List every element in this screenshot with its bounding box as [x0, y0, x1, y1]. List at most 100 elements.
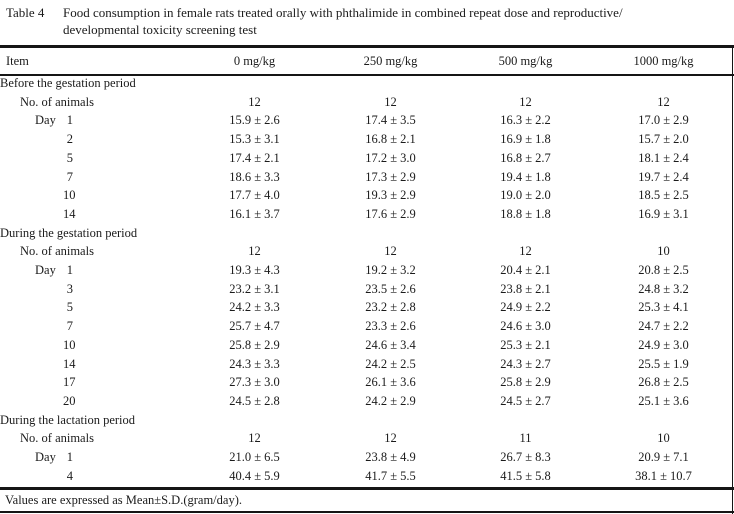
- day-number: 1: [66, 450, 73, 465]
- mean-sd-value: 24.6 ± 3.4: [365, 337, 416, 352]
- day-number: 7: [66, 319, 73, 334]
- mean-sd-value: 41.5 ± 5.8: [500, 468, 551, 483]
- mean-sd-value: 15.9 ± 2.6: [229, 113, 280, 128]
- mean-sd-value: 18.6 ± 3.3: [229, 169, 280, 184]
- mean-sd-value: 40.4 ± 5.9: [229, 468, 280, 483]
- day-label-cell: 14: [0, 205, 186, 224]
- day-label-cell: 5: [0, 149, 186, 168]
- no-of-animals-text: No. of animals: [20, 94, 94, 109]
- table-row: 2 15.3 ± 3.1 16.8 ± 2.1 16.9 ± 1.8 15.7 ± 2.…: [0, 130, 734, 149]
- page-bottom-rule: [0, 511, 734, 513]
- no-of-animals-value: 12: [248, 431, 261, 446]
- day-number: 1: [66, 263, 73, 278]
- column-header-item: Item: [6, 53, 29, 68]
- section-header-label: During the lactation period: [0, 412, 136, 427]
- mean-sd-value: 19.3 ± 4.3: [229, 263, 280, 278]
- no-of-animals-label: No. of animals: [0, 242, 186, 261]
- mean-sd-value: 24.8 ± 3.2: [638, 281, 689, 296]
- mean-sd-value: 25.8 ± 2.9: [229, 337, 280, 352]
- table-row: Day 1 15.9 ± 2.6 17.4 ± 3.5 16.3 ± 2.2 17.0 ±…: [0, 111, 734, 130]
- day-number: 14: [63, 356, 76, 371]
- table-row: 10 17.7 ± 4.0 19.3 ± 2.9 19.0 ± 2.0 18.5 ± 2…: [0, 186, 734, 205]
- page-edge-line: [731, 45, 733, 514]
- no-of-animals-row: No. of animals 12 12 12 10: [0, 242, 734, 261]
- day-label-cell: 10: [0, 336, 186, 355]
- day-label-cell: 17: [0, 373, 186, 392]
- day-number: 10: [63, 188, 76, 203]
- column-header-dose-0: 0 mg/kg: [233, 53, 276, 68]
- table-row: 4 40.4 ± 5.9 41.7 ± 5.5 41.5 ± 5.8 38.1 ± 10…: [0, 467, 734, 486]
- mean-sd-value: 25.8 ± 2.9: [500, 375, 551, 390]
- mean-sd-value: 25.5 ± 1.9: [638, 356, 689, 371]
- table-row: 14 16.1 ± 3.7 17.6 ± 2.9 18.8 ± 1.8 16.9 ± 3…: [0, 205, 734, 224]
- mean-sd-value: 23.5 ± 2.6: [365, 281, 416, 296]
- mean-sd-value: 16.3 ± 2.2: [500, 113, 551, 128]
- no-of-animals-value: 12: [519, 94, 532, 109]
- no-of-animals-row: No. of animals 12 12 12 12: [0, 93, 734, 112]
- no-of-animals-value: 12: [384, 431, 397, 446]
- mean-sd-value: 17.3 ± 2.9: [365, 169, 416, 184]
- mean-sd-value: 19.0 ± 2.0: [500, 188, 551, 203]
- mean-sd-value: 19.2 ± 3.2: [365, 263, 416, 278]
- no-of-animals-value: 11: [519, 431, 532, 446]
- no-of-animals-value: 12: [248, 94, 261, 109]
- table-row: 10 25.8 ± 2.9 24.6 ± 3.4 25.3 ± 2.1 24.9 ± 3…: [0, 336, 734, 355]
- table-title: Food consumption in female rats treated …: [63, 5, 730, 38]
- table-row: 3 23.2 ± 3.1 23.5 ± 2.6 23.8 ± 2.1 24.8 ± 3.…: [0, 280, 734, 299]
- mean-sd-value: 17.4 ± 3.5: [365, 113, 416, 128]
- mean-sd-value: 24.9 ± 2.2: [500, 300, 551, 315]
- mean-sd-value: 24.5 ± 2.7: [500, 393, 551, 408]
- day-number: 10: [63, 337, 76, 352]
- mean-sd-value: 24.5 ± 2.8: [229, 393, 280, 408]
- mean-sd-value: 24.2 ± 2.9: [365, 393, 416, 408]
- section-header-label: Before the gestation period: [0, 76, 136, 90]
- mean-sd-value: 17.4 ± 2.1: [229, 150, 280, 165]
- mean-sd-value: 16.9 ± 3.1: [638, 206, 689, 221]
- day-number: 5: [66, 150, 73, 165]
- day-word: Day: [35, 450, 56, 465]
- mean-sd-value: 15.7 ± 2.0: [638, 132, 689, 147]
- no-of-animals-text: No. of animals: [20, 244, 94, 259]
- mean-sd-value: 27.3 ± 3.0: [229, 375, 280, 390]
- header-rule: [0, 74, 734, 76]
- mean-sd-value: 38.1 ± 10.7: [635, 468, 692, 483]
- day-word: Day: [35, 113, 56, 128]
- day-number: 1: [66, 113, 73, 128]
- food-consumption-table: Item 0 mg/kg 250 mg/kg 500 mg/kg 1000 mg…: [0, 48, 734, 485]
- mean-sd-value: 25.3 ± 4.1: [638, 300, 689, 315]
- table-row: 5 17.4 ± 2.1 17.2 ± 3.0 16.8 ± 2.7 18.1 ± 2.…: [0, 149, 734, 168]
- no-of-animals-value: 12: [384, 94, 397, 109]
- day-label-cell: 14: [0, 355, 186, 374]
- no-of-animals-value: 10: [657, 431, 670, 446]
- column-header-dose-1000: 1000 mg/kg: [633, 53, 694, 68]
- no-of-animals-row: No. of animals 12 12 11 10: [0, 429, 734, 448]
- table-row: 20 24.5 ± 2.8 24.2 ± 2.9 24.5 ± 2.7 25.1 ± 3…: [0, 392, 734, 411]
- table-row: 7 18.6 ± 3.3 17.3 ± 2.9 19.4 ± 1.8 19.7 ± 2.…: [0, 168, 734, 187]
- mean-sd-value: 18.5 ± 2.5: [638, 188, 689, 203]
- no-of-animals-value: 12: [519, 244, 532, 259]
- day-number: 20: [63, 393, 76, 408]
- table-header: Item 0 mg/kg 250 mg/kg 500 mg/kg 1000 mg…: [0, 48, 734, 74]
- table-footnote: Values are expressed as Mean±S.D.(gram/d…: [5, 493, 242, 507]
- mean-sd-value: 19.7 ± 2.4: [638, 169, 689, 184]
- mean-sd-value: 19.4 ± 1.8: [500, 169, 551, 184]
- mean-sd-value: 17.7 ± 4.0: [229, 188, 280, 203]
- mean-sd-value: 15.3 ± 3.1: [229, 132, 280, 147]
- day-number: 3: [66, 281, 73, 296]
- table-row: 5 24.2 ± 3.3 23.2 ± 2.8 24.9 ± 2.2 25.3 ± 4.…: [0, 298, 734, 317]
- mean-sd-value: 25.1 ± 3.6: [638, 393, 689, 408]
- table-row: 17 27.3 ± 3.0 26.1 ± 3.6 25.8 ± 2.9 26.8 ± 2…: [0, 373, 734, 392]
- no-of-animals-value: 12: [657, 94, 670, 109]
- mean-sd-value: 23.2 ± 3.1: [229, 281, 280, 296]
- table-title-line1: Food consumption in female rats treated …: [63, 5, 623, 20]
- section-header-row: During the gestation period: [0, 224, 734, 243]
- mean-sd-value: 26.8 ± 2.5: [638, 375, 689, 390]
- day-label-cell: Day 1: [0, 448, 186, 467]
- mean-sd-value: 17.6 ± 2.9: [365, 206, 416, 221]
- mean-sd-value: 18.1 ± 2.4: [638, 150, 689, 165]
- no-of-animals-text: No. of animals: [20, 431, 94, 446]
- no-of-animals-value: 12: [248, 244, 261, 259]
- mean-sd-value: 16.9 ± 1.8: [500, 132, 551, 147]
- top-rule: [0, 45, 734, 48]
